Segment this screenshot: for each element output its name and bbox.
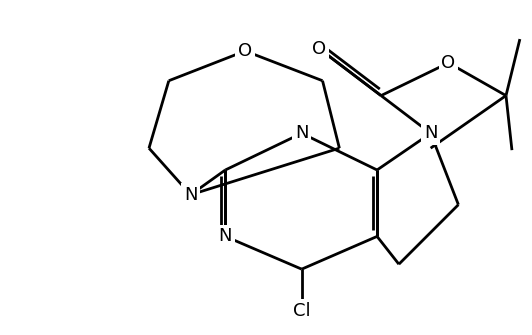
Text: O: O bbox=[238, 42, 252, 60]
Text: Cl: Cl bbox=[293, 302, 311, 320]
Text: N: N bbox=[184, 186, 197, 204]
Text: N: N bbox=[295, 124, 309, 142]
Text: O: O bbox=[312, 40, 327, 58]
Text: O: O bbox=[442, 54, 455, 72]
Text: N: N bbox=[424, 124, 437, 142]
Text: N: N bbox=[219, 227, 232, 246]
